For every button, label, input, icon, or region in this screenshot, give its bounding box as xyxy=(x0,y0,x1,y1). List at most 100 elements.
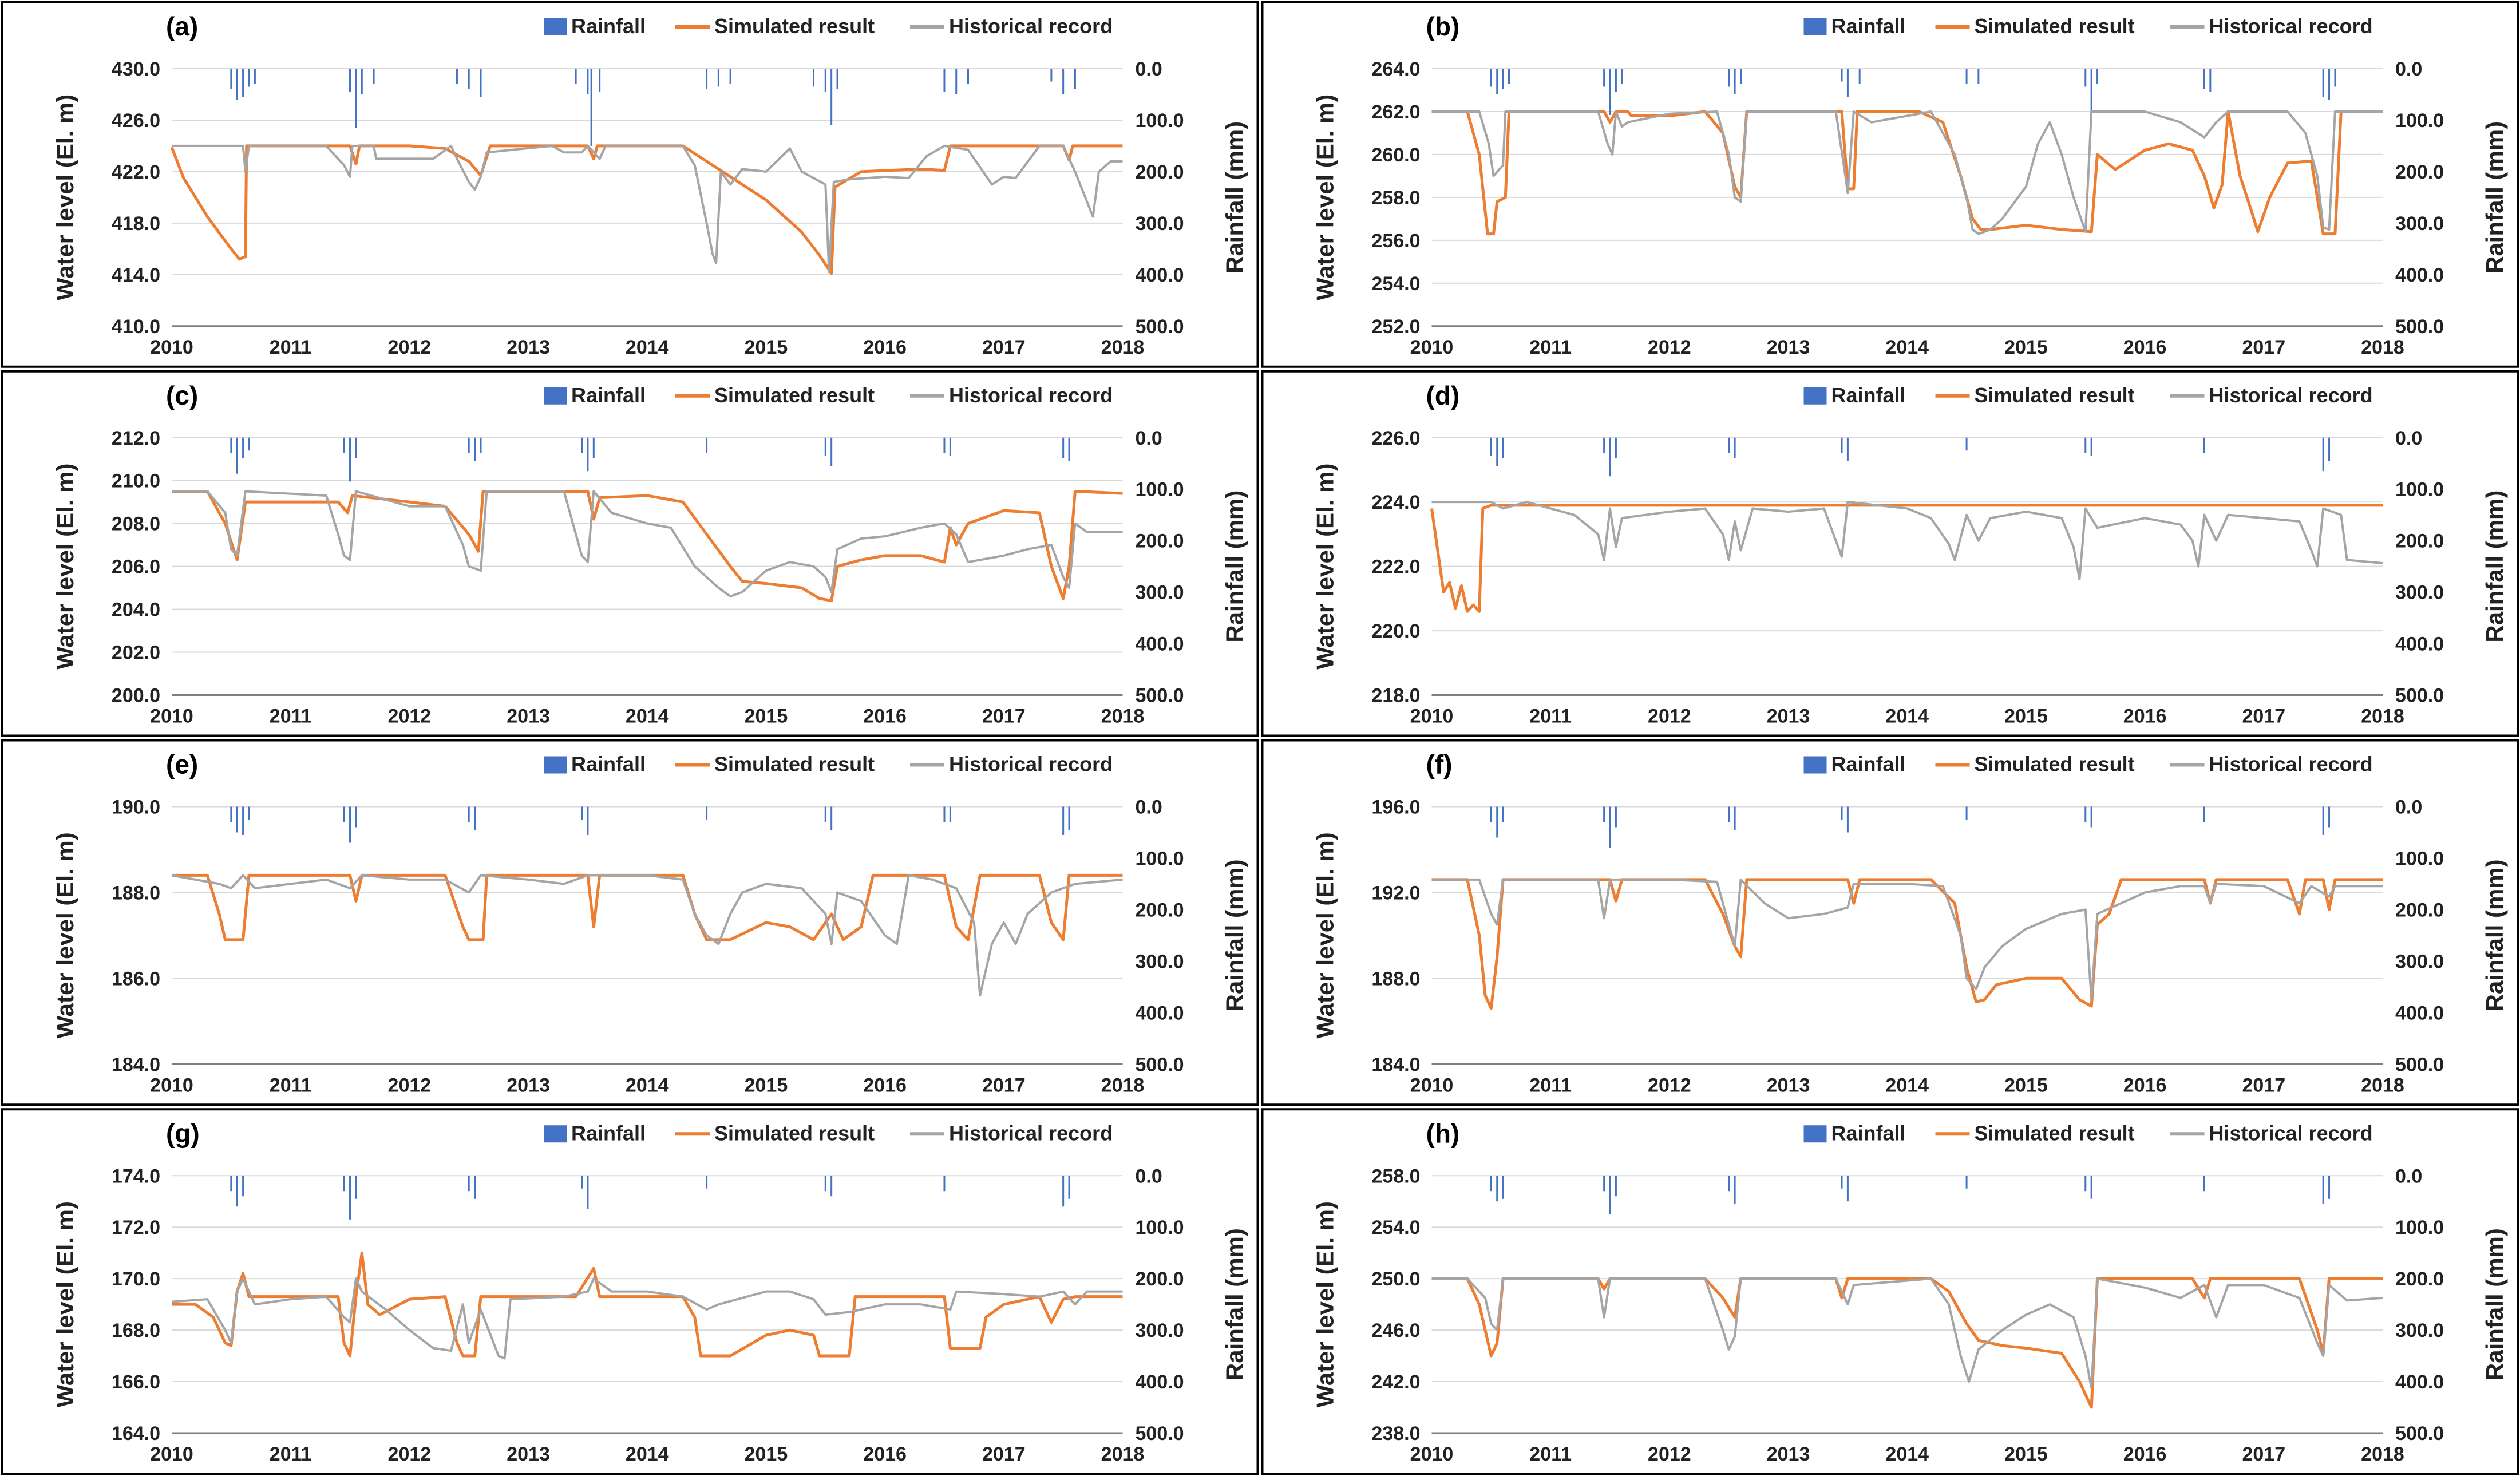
x-tick-label: 2016 xyxy=(2123,706,2167,727)
y2-tick-label: 100.0 xyxy=(2395,110,2444,132)
y-tick-label: 414.0 xyxy=(112,264,160,286)
x-tick-label: 2018 xyxy=(2361,1074,2404,1096)
x-tick-label: 2014 xyxy=(1885,337,1929,358)
y2-tick-label: 0.0 xyxy=(2395,58,2422,80)
y2-tick-label: 400.0 xyxy=(1136,264,1184,286)
y-axis-title: Water level (El. m) xyxy=(1312,832,1339,1038)
x-tick-label: 2011 xyxy=(270,337,312,358)
historical-series-line xyxy=(171,874,1123,997)
historical-series-line xyxy=(172,490,1123,598)
x-tick-label: 2014 xyxy=(626,706,669,727)
y2-tick-label: 500.0 xyxy=(2395,1423,2444,1445)
y-tick-label: 254.0 xyxy=(1371,273,1420,295)
y-axis-title: Water level (El. m) xyxy=(52,464,78,670)
y2-tick-label: 0.0 xyxy=(2395,797,2422,818)
panel-h: 238.0 242.0 246.0 250.0 254.0 258.0 0.0 100.0 20… xyxy=(1261,1108,2519,1475)
panel-label: (b) xyxy=(1426,11,1460,41)
legend-rainfall-label: Rainfall xyxy=(1831,14,1906,38)
y2-tick-label: 200.0 xyxy=(2395,531,2444,552)
y2-tick-label: 300.0 xyxy=(2395,213,2444,235)
panel-frame xyxy=(1261,739,2519,1106)
x-tick-label: 2015 xyxy=(2004,706,2048,727)
simulated-series-line xyxy=(172,1251,1123,1358)
legend-rainfall-swatch xyxy=(1803,756,1827,774)
x-tick-label: 2013 xyxy=(507,1443,550,1465)
x-tick-label: 2018 xyxy=(1101,337,1145,358)
y-tick-label: 258.0 xyxy=(1371,187,1420,209)
y-tick-label: 172.0 xyxy=(112,1217,160,1238)
y2-tick-label: 100.0 xyxy=(1136,1217,1184,1238)
y2-tick-label: 500.0 xyxy=(2395,316,2444,338)
x-tick-label: 2011 xyxy=(270,1074,312,1096)
y-tick-label: 258.0 xyxy=(1371,1165,1420,1187)
y2-tick-label: 0.0 xyxy=(1136,58,1162,80)
y-tick-label: 410.0 xyxy=(112,316,160,338)
x-tick-label: 2016 xyxy=(863,706,907,727)
y2-tick-label: 200.0 xyxy=(2395,1268,2444,1290)
y-tick-label: 202.0 xyxy=(112,642,160,664)
x-tick-label: 2018 xyxy=(1101,706,1145,727)
y2-tick-label: 100.0 xyxy=(1136,848,1184,869)
y-tick-label: 170.0 xyxy=(112,1268,160,1290)
legend-rainfall-label: Rainfall xyxy=(1831,383,1906,407)
y2-tick-label: 400.0 xyxy=(1136,634,1184,655)
legend-historical-label: Historical record xyxy=(2209,1121,2373,1145)
x-tick-label: 2012 xyxy=(1648,1443,1691,1465)
panel-label: (a) xyxy=(166,11,198,41)
legend-historical-label: Historical record xyxy=(2209,14,2373,38)
y-axis-title: Water level (El. m) xyxy=(1312,94,1339,300)
y-axis-title: Water level (El. m) xyxy=(1312,1201,1339,1407)
panel-b: 252.0 254.0 256.0 258.0 260.0 262.0 264.0 0.0 10… xyxy=(1261,1,2519,368)
y-tick-label: 264.0 xyxy=(1371,58,1420,80)
y-tick-label: 426.0 xyxy=(112,110,160,132)
x-tick-label: 2014 xyxy=(1885,1074,1929,1096)
y2-tick-label: 0.0 xyxy=(2395,428,2422,449)
y2-tick-label: 200.0 xyxy=(1136,161,1184,183)
x-tick-label: 2015 xyxy=(745,706,788,727)
y-tick-label: 238.0 xyxy=(1371,1423,1420,1445)
legend-rainfall-label: Rainfall xyxy=(571,14,646,38)
y2-axis-title: Rainfall (mm) xyxy=(1221,859,1248,1011)
y2-tick-label: 100.0 xyxy=(1136,479,1184,501)
panel-c: 200.0 202.0 204.0 206.0 208.0 210.0 212.0 0.0 10… xyxy=(1,370,1259,737)
x-tick-label: 2016 xyxy=(2123,337,2167,358)
y2-tick-label: 200.0 xyxy=(1136,899,1184,921)
x-tick-label: 2011 xyxy=(1529,1443,1572,1465)
legend-simulated-label: Simulated result xyxy=(714,14,875,38)
y2-tick-label: 300.0 xyxy=(1136,951,1184,972)
y-axis-title: Water level (El. m) xyxy=(1312,464,1339,670)
x-tick-label: 2014 xyxy=(1885,1443,1929,1465)
x-tick-label: 2018 xyxy=(1101,1074,1145,1096)
x-tick-label: 2016 xyxy=(863,337,907,358)
y2-tick-label: 500.0 xyxy=(1136,316,1184,338)
y-tick-label: 430.0 xyxy=(112,58,160,80)
y-tick-label: 212.0 xyxy=(112,428,160,449)
y-tick-label: 262.0 xyxy=(1371,101,1420,123)
x-tick-label: 2017 xyxy=(982,1443,1026,1465)
x-tick-label: 2012 xyxy=(388,706,432,727)
y-tick-label: 206.0 xyxy=(112,556,160,578)
panel-label: (c) xyxy=(166,381,198,410)
legend-historical-label: Historical record xyxy=(949,14,1113,38)
panel-label: (g) xyxy=(166,1118,200,1148)
panel-label: (f) xyxy=(1426,750,1453,779)
legend-rainfall-label: Rainfall xyxy=(571,383,646,407)
x-tick-label: 2017 xyxy=(982,1074,1026,1096)
x-tick-label: 2015 xyxy=(745,1443,788,1465)
y2-tick-label: 0.0 xyxy=(1136,428,1162,449)
x-tick-label: 2011 xyxy=(1529,1074,1572,1096)
x-tick-label: 2010 xyxy=(150,337,193,358)
y-tick-label: 184.0 xyxy=(1371,1054,1420,1075)
y-axis-title: Water level (El. m) xyxy=(52,1201,78,1407)
panel-frame xyxy=(1261,370,2519,737)
panel-a: 410.0 414.0 418.0 422.0 426.0 430.0 0.0 100.0 20… xyxy=(1,1,1259,368)
x-tick-label: 2011 xyxy=(1529,706,1572,727)
x-tick-label: 2015 xyxy=(2004,337,2048,358)
historical-series-line xyxy=(172,144,1123,274)
y2-tick-label: 400.0 xyxy=(2395,1002,2444,1024)
x-tick-label: 2011 xyxy=(270,706,312,727)
y-tick-label: 168.0 xyxy=(112,1320,160,1342)
y2-tick-label: 100.0 xyxy=(2395,479,2444,501)
y2-tick-label: 100.0 xyxy=(2395,848,2444,869)
